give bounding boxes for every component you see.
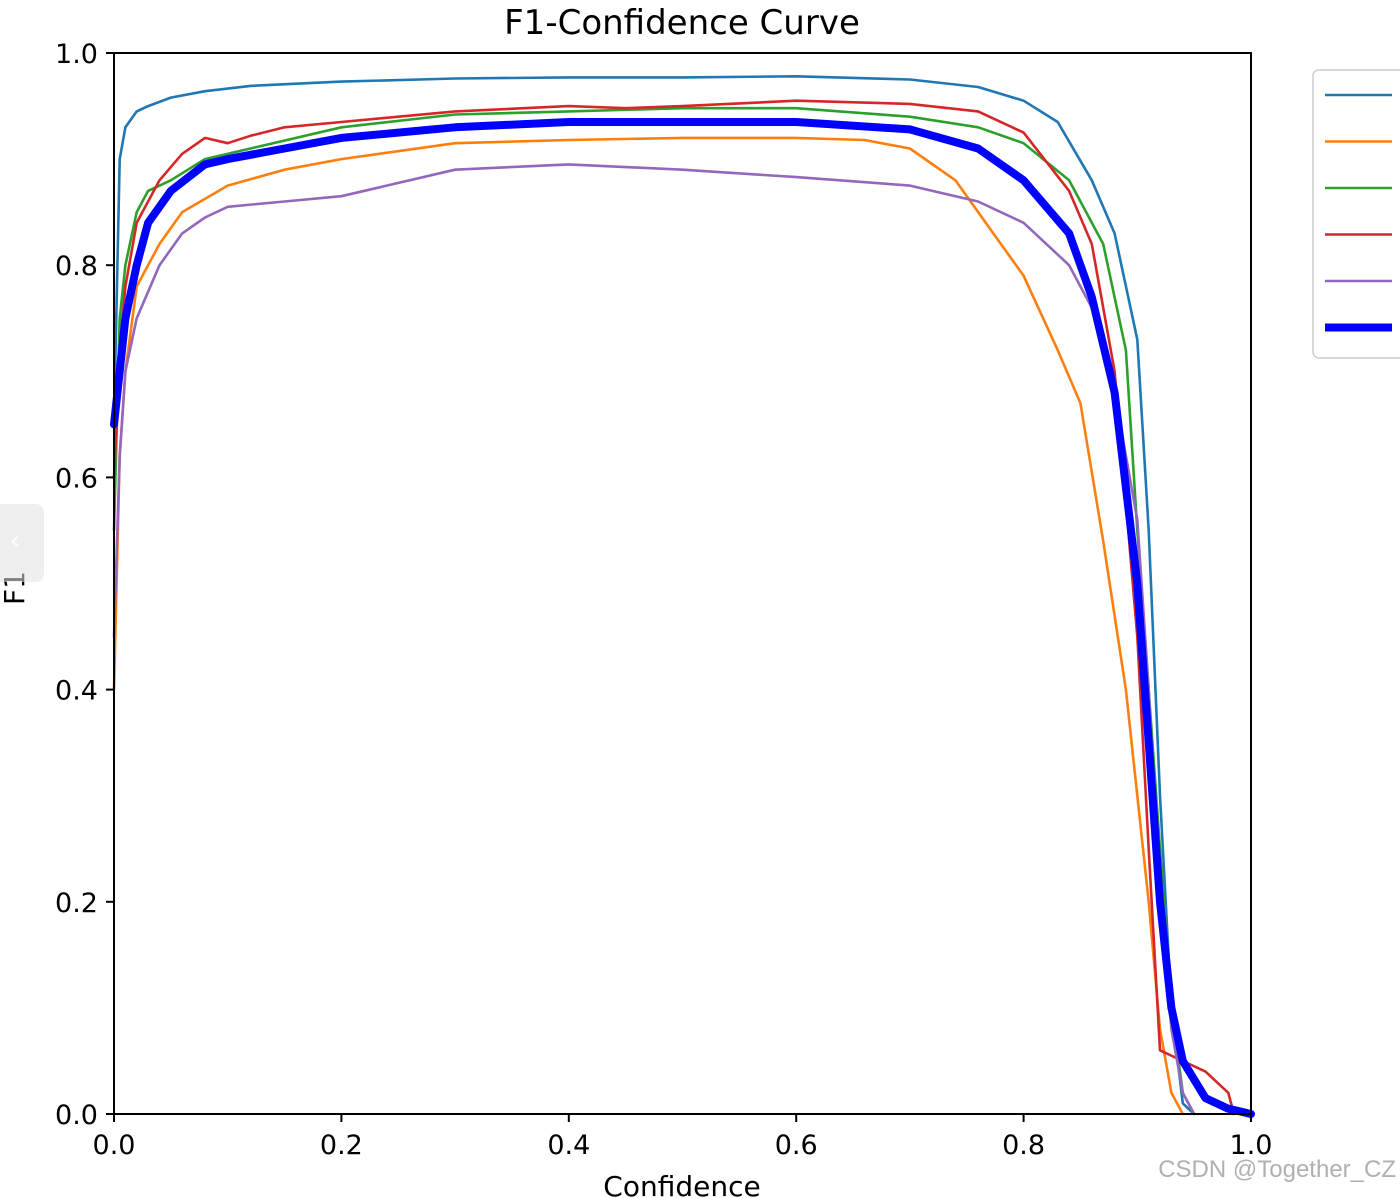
x-tick-label: 1.0 bbox=[1230, 1130, 1273, 1161]
y-tick-label: 0.4 bbox=[55, 676, 98, 707]
series-line-1 bbox=[112, 75, 1196, 1116]
y-tick-label: 0.0 bbox=[55, 1100, 98, 1131]
legend-frame bbox=[1312, 69, 1400, 359]
watermark: CSDN @Together_CZ bbox=[1158, 1156, 1396, 1183]
x-tick-label: 0.2 bbox=[320, 1130, 363, 1161]
x-tick-label: 0.4 bbox=[547, 1130, 590, 1161]
x-axis-title: Confidence bbox=[603, 1170, 760, 1198]
y-tick-label: 0.2 bbox=[55, 888, 98, 919]
y-tick-label: 1.0 bbox=[55, 39, 98, 70]
plot-area-frame bbox=[113, 52, 1252, 1115]
chevron-left-icon: ‹ bbox=[9, 526, 21, 556]
series-layer bbox=[110, 75, 1255, 1118]
ticks-layer: 0.0 0.2 0.4 0.6 0.8 1.0 0.0 0.2 0.4 0.6 0.8 1.0 bbox=[55, 39, 1272, 1161]
series-line-5 bbox=[112, 163, 1196, 1116]
series-line-6 bbox=[110, 118, 1255, 1118]
chart-title: F1-Confidence Curve bbox=[504, 3, 860, 43]
legend bbox=[1312, 69, 1400, 359]
series-line-3 bbox=[112, 106, 1196, 1116]
y-tick-label: 0.6 bbox=[55, 463, 98, 494]
series-line-2 bbox=[112, 136, 1185, 1116]
previous-image-button[interactable]: ‹ bbox=[0, 504, 44, 582]
x-tick-label: 0.0 bbox=[93, 1130, 136, 1161]
series-line-4 bbox=[112, 99, 1236, 1116]
y-tick-label: 0.8 bbox=[55, 251, 98, 282]
x-tick-label: 0.6 bbox=[775, 1130, 818, 1161]
legend-items bbox=[1325, 93, 1392, 332]
x-tick-label: 0.8 bbox=[1002, 1130, 1045, 1161]
